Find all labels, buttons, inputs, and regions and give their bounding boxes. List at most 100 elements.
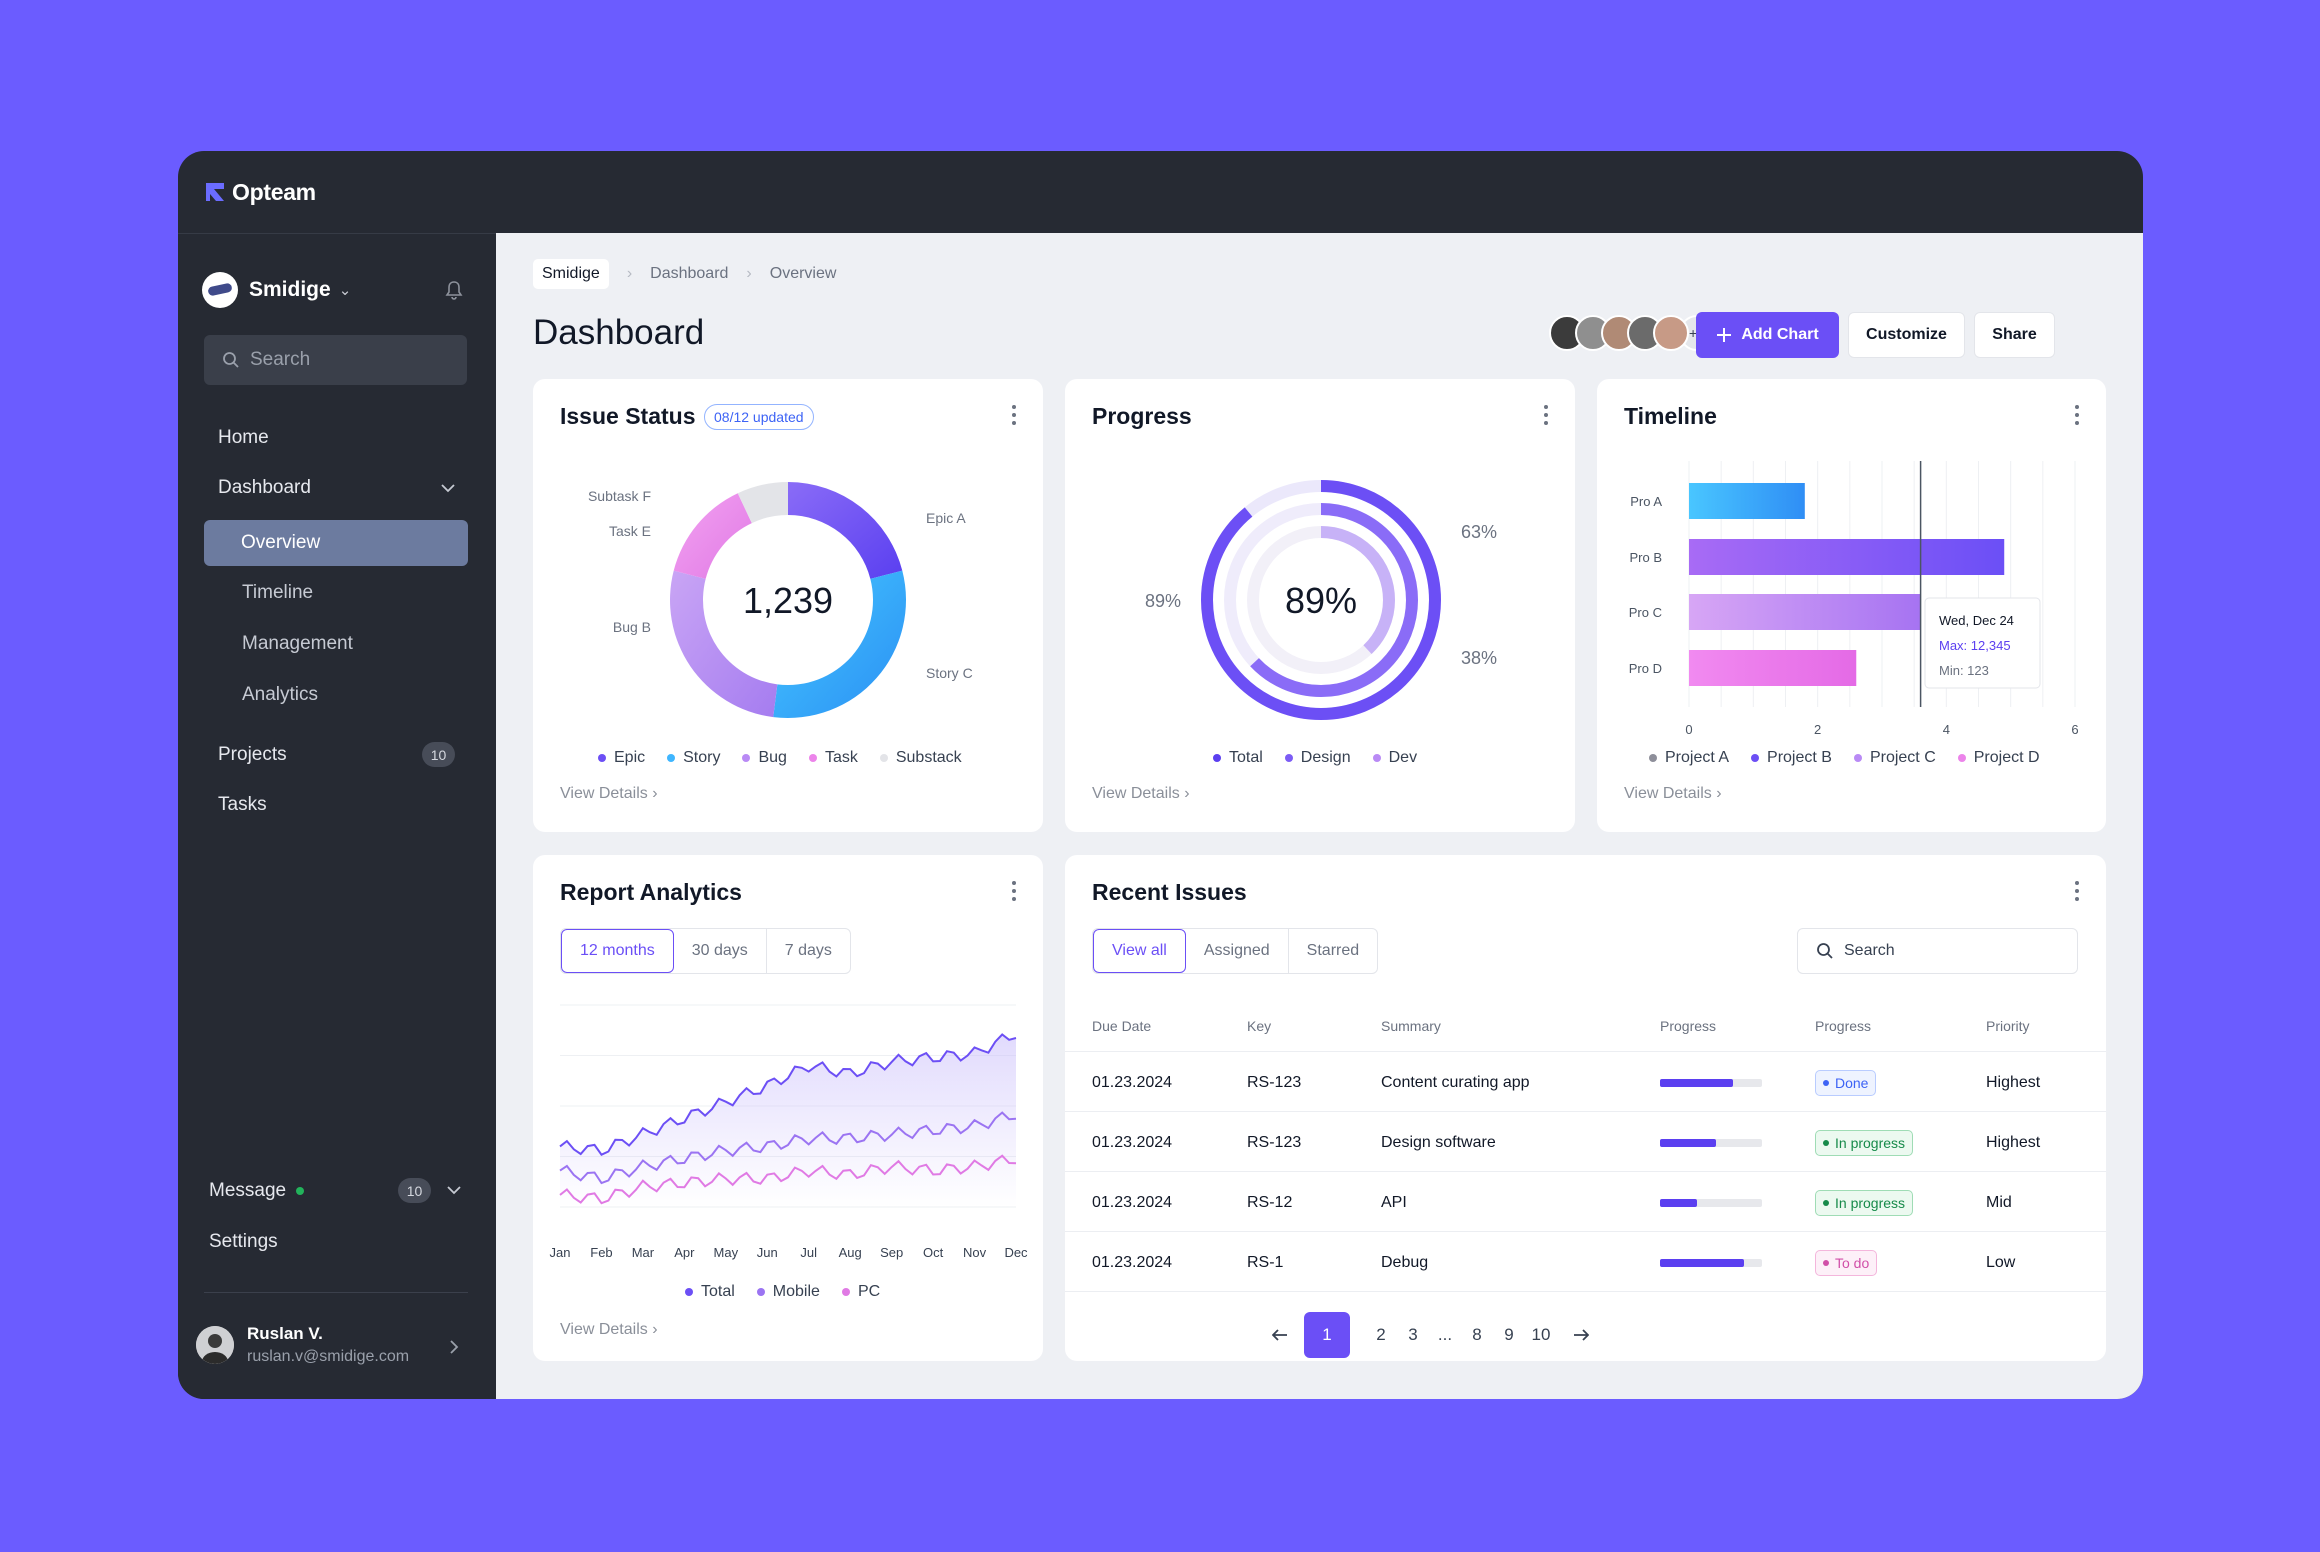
legend-label: Task [824,749,858,766]
legend-label: Mobile [772,1283,820,1300]
row-divider [1065,1111,2106,1112]
page-button[interactable]: 1 [1304,1312,1350,1358]
sidebar-subitem-management[interactable]: Management [242,633,353,655]
page-button[interactable]: 9 [1504,1325,1514,1344]
page-button[interactable]: ... [1437,1325,1453,1344]
legend-item: Project A [1649,749,1729,767]
tick-label: 6 [2071,722,2078,737]
bell-icon[interactable] [445,280,463,300]
chevron-down-icon: ⌄ [338,282,352,299]
chart-label: Bug B [613,619,651,635]
issue-total-label: 1,239 [743,580,833,621]
legend-item: Total [1213,749,1263,767]
summary-cell: API [1381,1194,1407,1211]
column-header[interactable]: Progress [1815,1018,1872,1034]
plus-icon [1717,328,1732,342]
issues-search-input[interactable]: Search [1797,928,2078,974]
tab-7-days[interactable]: 7 days [784,942,832,959]
chart-label: 89% [1145,591,1181,611]
sidebar-subitem-analytics[interactable]: Analytics [242,684,318,706]
breadcrumb-item[interactable]: Overview [769,265,837,282]
workspace-switcher[interactable]: Smidige ⌄ [202,272,351,308]
table-row[interactable]: 01.23.2024 RS-1 Debug Low To do [1065,1232,2106,1292]
report-analytics-chart: Jan Feb Mar Apr May Jun Jul Aug Sep Oct Nov Dec [550,1004,1028,1260]
page-button[interactable]: 10 [1531,1325,1551,1344]
sidebar-divider [204,1292,468,1293]
legend-label: Project A [1665,749,1730,766]
column-header[interactable]: Key [1247,1018,1272,1034]
issue-filter-tabs: View all Assigned Starred [1092,928,1379,974]
sidebar-item-settings[interactable]: Settings [209,1231,278,1253]
legend-swatch [808,754,817,762]
sidebar-search-input[interactable]: Search [204,335,467,385]
chevron-down-icon[interactable] [446,1185,462,1195]
legend-item: Dev [1372,749,1417,767]
view-details-link[interactable]: View Details › [1624,785,1722,802]
page-button[interactable]: 3 [1408,1325,1418,1344]
view-details-link[interactable]: View Details › [1092,785,1190,802]
more-options-icon[interactable] [1543,405,1549,427]
top-bar: Opteam [178,151,2143,233]
user-profile[interactable]: Ruslan V. ruslan.v@smidige.com [196,1324,409,1366]
prev-page-arrow-icon[interactable] [1264,1312,1296,1358]
view-details-link[interactable]: View Details › [560,1321,658,1338]
tab-12-months[interactable]: 12 months [561,929,674,973]
timeline-chart: Pro A Pro B Pro C Pro D 0 2 4 6 Wed, Dec 24 Ma… [1629,461,2079,737]
legend-swatch [1372,754,1381,762]
report-range-tabs: 12 months 30 days 7 days [560,928,851,974]
sidebar-item-home[interactable]: Home [218,427,269,449]
tab-30-days[interactable]: 30 days [674,929,767,973]
timeline-title: Timeline [1624,403,1717,429]
page-button[interactable]: 8 [1472,1325,1482,1344]
sidebar-item-tasks[interactable]: Tasks [218,794,267,816]
column-header[interactable]: Summary [1381,1018,1441,1034]
breadcrumb-item[interactable]: Smidige [533,259,609,289]
legend-label: Total [1229,749,1263,766]
column-header[interactable]: Priority [1986,1018,2030,1034]
progress-bar [1660,1079,1762,1087]
sidebar-subitem-timeline[interactable]: Timeline [242,582,313,604]
search-icon [1817,943,1833,959]
table-row[interactable]: 01.23.2024 RS-123 Design software Highest In… [1065,1112,2106,1172]
tab-starred[interactable]: Starred [1306,942,1360,959]
sidebar-item-dashboard[interactable]: Dashboard [218,477,456,499]
legend-label: Project B [1767,749,1832,766]
legend-swatch [667,754,676,762]
customize-button[interactable]: Customize [1848,312,1965,358]
more-options-icon[interactable] [1011,405,1017,427]
more-options-icon[interactable] [2074,405,2080,427]
tab-assigned[interactable]: Assigned [1186,929,1289,973]
avatar [1653,315,1689,351]
legend-label: Story [683,749,721,766]
table-row[interactable]: 01.23.2024 RS-123 Content curating app High… [1065,1052,2106,1112]
column-header[interactable]: Due Date [1092,1018,1152,1034]
column-header[interactable]: Progress [1660,1018,1717,1034]
collaborator-avatars[interactable]: +8 [1549,315,1715,351]
share-button[interactable]: Share [1974,312,2055,358]
tab-view-all[interactable]: View all [1093,929,1186,973]
donut-slice-task [673,493,752,579]
next-page-arrow-icon[interactable] [1565,1312,1597,1358]
legend-label: Epic [614,749,646,766]
message-count-badge: 10 [398,1178,431,1203]
donut-slice-story [773,570,906,718]
avatar [196,1326,234,1364]
legend-swatch [742,754,751,762]
more-options-icon[interactable] [1011,881,1017,903]
month-label: Mar [632,1245,655,1260]
add-chart-button[interactable]: Add Chart [1696,312,1839,358]
page-button[interactable]: 2 [1376,1325,1386,1344]
donut-slice-substack [737,482,788,524]
legend-swatch [685,1288,693,1296]
breadcrumb-item[interactable]: Dashboard [650,265,729,282]
chevron-right-icon[interactable] [449,1339,459,1355]
more-options-icon[interactable] [2074,881,2080,903]
view-details-link[interactable]: View Details › [560,785,658,802]
sidebar-item-projects[interactable]: Projects [218,744,287,766]
sidebar-subitem-overview[interactable]: Overview [204,520,468,566]
month-label: Feb [590,1245,612,1260]
key-cell: RS-12 [1247,1194,1293,1211]
legend-swatch [1853,754,1862,762]
sidebar-item-message[interactable]: Message [209,1180,305,1202]
table-row[interactable]: 01.23.2024 RS-12 API Mid In progress [1065,1172,2106,1232]
